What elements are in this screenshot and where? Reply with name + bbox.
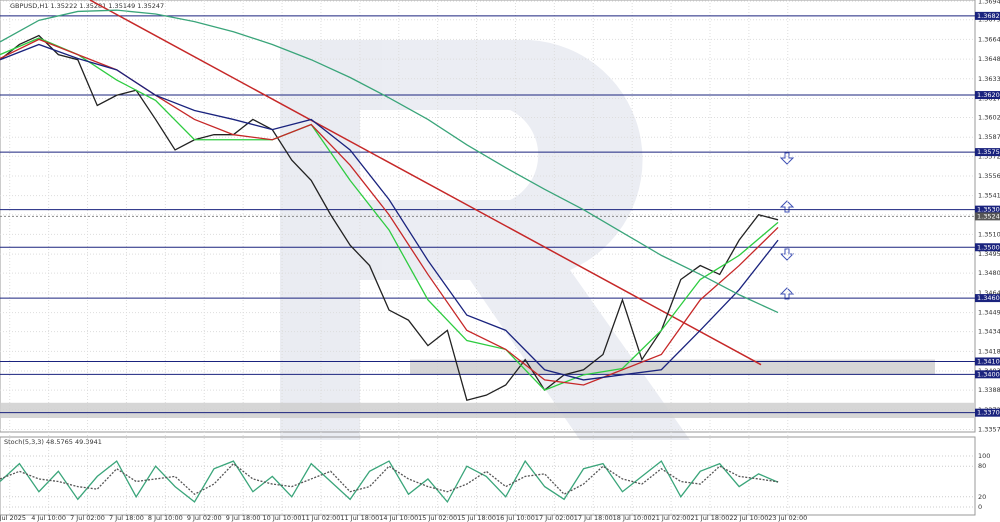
x-tick-label: 21 Jul 02:00: [652, 514, 691, 522]
x-tick-label: 10 Jul 10:00: [263, 514, 302, 522]
stoch-tick-label: 80: [978, 462, 986, 470]
level-box: [975, 243, 1000, 252]
level-box: [975, 91, 1000, 100]
x-tick-label: 18 Jul 10:00: [613, 514, 652, 522]
level-label: 1.34004: [977, 370, 1000, 378]
stoch-tick-label: 20: [978, 493, 986, 501]
y-tick-label: 1.34800: [978, 269, 1000, 277]
level-box: [975, 148, 1000, 157]
x-tick-label: 3 Jul 2025: [0, 514, 26, 522]
x-tick-label: 7 Jul 02:00: [70, 514, 105, 522]
x-tick-label: 17 Jul 18:00: [574, 514, 613, 522]
stoch-tick-label: 0: [978, 503, 982, 511]
y-tick-label: 1.35410: [978, 192, 1000, 200]
level-box: [975, 408, 1000, 417]
price-line: [0, 43, 779, 381]
level-label: 1.33702: [977, 409, 1000, 417]
x-tick-label: 11 Jul 18:00: [340, 514, 379, 522]
y-tick-label: 1.33570: [978, 425, 1000, 433]
level-label: 1.34604: [977, 294, 1000, 302]
x-tick-label: 9 Jul 02:00: [187, 514, 222, 522]
stoch-tick-label: 100: [978, 452, 990, 460]
price-line: [0, 9, 779, 314]
y-tick-label: 1.35720: [978, 152, 1000, 160]
x-tick-label: 4 Jul 10:00: [31, 514, 66, 522]
level-box: [975, 205, 1000, 214]
x-tick-label: 7 Jul 18:00: [109, 514, 144, 522]
price-zone: [0, 402, 975, 419]
trend-line: [89, 0, 762, 366]
x-tick-label: 15 Jul 02:00: [418, 514, 457, 522]
x-tick-label: 22 Jul 10:00: [729, 514, 768, 522]
level-box: [975, 370, 1000, 379]
price-line: [0, 34, 779, 402]
level-box: [975, 357, 1000, 366]
x-tick-label: 16 Jul 10:00: [496, 514, 535, 522]
stoch-frame: [0, 436, 976, 516]
y-tick-label: 1.33880: [978, 386, 1000, 394]
stoch-line: [0, 459, 779, 504]
level-label: 1.35004: [977, 243, 1000, 251]
arrows: [779, 152, 795, 300]
level-label: 1.36825: [977, 12, 1000, 20]
y-tick-label: 1.36485: [978, 55, 1000, 63]
y-tick-label: 1.36330: [978, 75, 1000, 83]
y-tick-label: 1.34490: [978, 309, 1000, 317]
current-box: [975, 212, 1000, 221]
x-tick-label: 11 Jul 02:00: [301, 514, 340, 522]
y-tick-label: 1.35565: [978, 172, 1000, 180]
x-tick-label: 23 Jul 02:00: [768, 514, 807, 522]
y-tick-label: 1.35870: [978, 133, 1000, 141]
price-line: [0, 37, 779, 391]
level-label: 1.35300: [977, 206, 1000, 214]
stoch-line: [0, 462, 779, 496]
y-tick-label: 1.34645: [978, 289, 1000, 297]
y-tick-label: 1.36025: [978, 114, 1000, 122]
x-tick-label: 15 Jul 18:00: [457, 514, 496, 522]
level-box: [975, 11, 1000, 20]
y-tick-label: 1.36640: [978, 35, 1000, 43]
y-tick-label: 1.34340: [978, 328, 1000, 336]
y-tick-label: 1.34950: [978, 250, 1000, 258]
level-label: 1.34105: [977, 357, 1000, 365]
y-tick-label: 1.35105: [978, 230, 1000, 238]
x-tick-label: 21 Jul 18:00: [690, 514, 729, 522]
x-tick-label: 8 Jul 10:00: [148, 514, 183, 522]
x-tick-label: 9 Jul 18:00: [226, 514, 261, 522]
level-box: [975, 294, 1000, 303]
watermark: [280, 40, 690, 440]
y-tick-label: 1.34185: [978, 347, 1000, 355]
level-label: 1.35753: [977, 148, 1000, 156]
x-tick-label: 14 Jul 10:00: [379, 514, 418, 522]
current-label: 1.35247: [977, 212, 1000, 220]
stoch-title: Stoch(5,3,3) 48.5765 49.3941: [4, 438, 102, 446]
y-tick-label: 1.36940: [978, 0, 1000, 5]
x-tick-label: 17 Jul 02:00: [535, 514, 574, 522]
level-label: 1.36202: [977, 91, 1000, 99]
price-zone: [410, 359, 935, 375]
